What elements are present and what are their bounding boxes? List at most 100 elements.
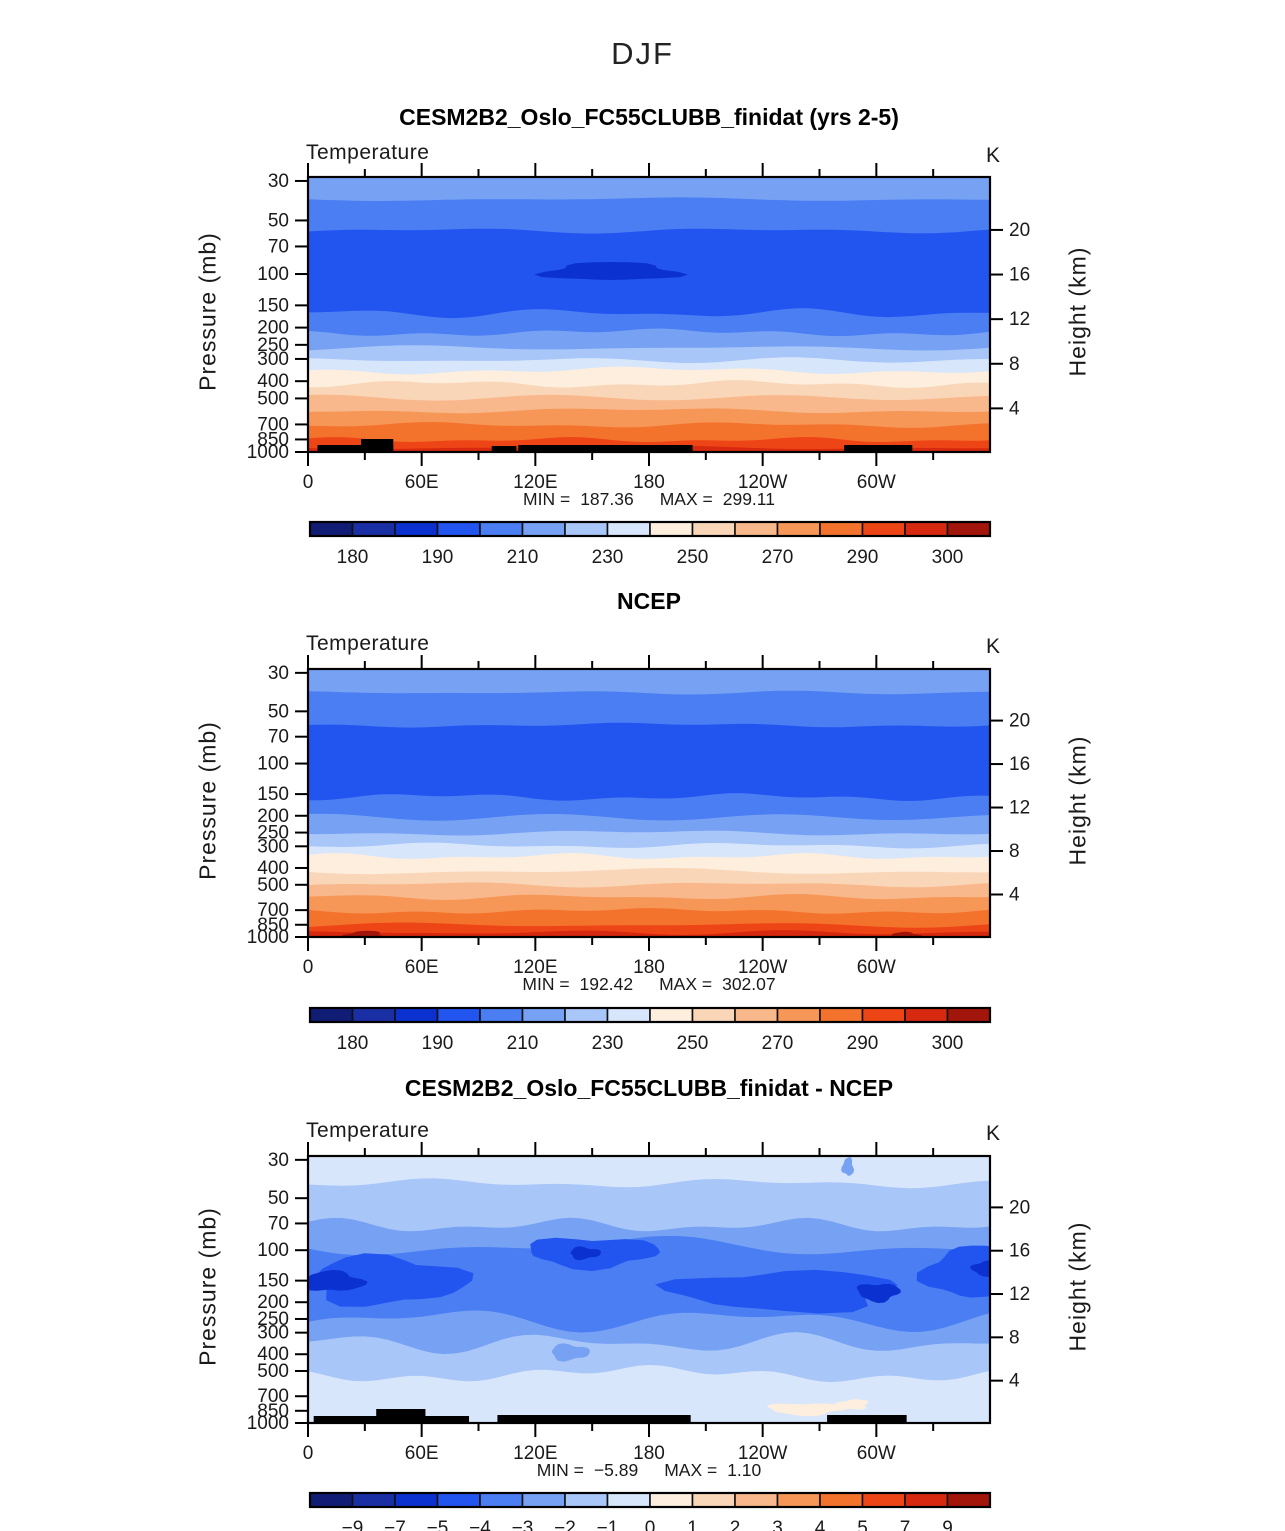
svg-text:150: 150	[257, 784, 289, 805]
topography	[361, 439, 394, 452]
max-label: MAX =	[659, 489, 713, 509]
svg-text:200: 200	[257, 318, 289, 339]
svg-text:60E: 60E	[405, 1443, 439, 1464]
svg-text:16: 16	[1009, 754, 1030, 775]
svg-text:0: 0	[303, 957, 314, 978]
svg-text:16: 16	[1009, 265, 1030, 286]
panel3-minmax: MIN = −5.89 MAX = 1.10	[308, 1460, 990, 1481]
svg-text:8: 8	[1009, 1327, 1020, 1348]
svg-text:400: 400	[257, 858, 289, 879]
svg-text:190: 190	[422, 547, 454, 568]
svg-text:50: 50	[268, 701, 289, 722]
svg-text:400: 400	[257, 371, 289, 392]
svg-text:300: 300	[257, 1323, 289, 1344]
svg-text:60W: 60W	[857, 1443, 896, 1464]
svg-text:8: 8	[1009, 841, 1020, 862]
svg-text:70: 70	[268, 727, 289, 748]
panel2-field-label: Temperature	[306, 632, 430, 655]
panel1-unit-label: K	[985, 144, 1000, 167]
panel3-field-label: Temperature	[306, 1119, 430, 1142]
panel3-unit-label: K	[985, 1122, 1000, 1145]
topography	[317, 445, 394, 452]
svg-text:12: 12	[1009, 1284, 1030, 1305]
svg-text:16: 16	[1009, 1241, 1030, 1262]
contour-field	[308, 669, 990, 937]
svg-text:180: 180	[633, 472, 665, 493]
max-value: 1.10	[727, 1460, 762, 1480]
svg-text:250: 250	[257, 335, 289, 356]
max-label: MAX =	[659, 974, 713, 994]
colorbar-labels: 180 190 210 230 250 270 290 300	[337, 1033, 964, 1054]
svg-text:1000: 1000	[247, 442, 289, 463]
panel1-minmax: MIN = 187.36 MAX = 299.11	[308, 489, 990, 510]
panel-2: 3050701001502002503004005007008501000201…	[247, 655, 1030, 1054]
svg-text:250: 250	[257, 1309, 289, 1330]
colorbar-labels: 180 190 210 230 250 270 290 300	[337, 547, 964, 568]
svg-text:60W: 60W	[857, 957, 896, 978]
svg-text:30: 30	[268, 171, 289, 192]
svg-text:700: 700	[257, 1386, 289, 1407]
svg-text:100: 100	[257, 754, 289, 775]
max-value: 302.07	[722, 974, 776, 994]
svg-text:70: 70	[268, 236, 289, 257]
svg-text:−4: −4	[469, 1518, 491, 1531]
svg-text:−1: −1	[597, 1518, 619, 1531]
svg-text:70: 70	[268, 1213, 289, 1234]
svg-text:12: 12	[1009, 798, 1030, 819]
contour-field	[308, 177, 990, 452]
svg-text:200: 200	[257, 806, 289, 827]
svg-text:250: 250	[677, 1033, 709, 1054]
svg-text:120W: 120W	[738, 957, 788, 978]
svg-text:400: 400	[257, 1344, 289, 1365]
svg-text:500: 500	[257, 388, 289, 409]
svg-text:190: 190	[422, 1033, 454, 1054]
axis-ticks	[295, 1142, 1003, 1437]
svg-text:300: 300	[932, 547, 964, 568]
svg-text:210: 210	[507, 1033, 539, 1054]
svg-text:−5: −5	[427, 1518, 449, 1531]
contour-field	[308, 1156, 990, 1423]
svg-text:4: 4	[1009, 398, 1020, 419]
svg-text:300: 300	[257, 836, 289, 857]
svg-text:60E: 60E	[405, 957, 439, 978]
colorbar-labels: −9 −7 −5 −4 −3 −2 −1 0 1 2 3 4 5 7 9	[342, 1518, 953, 1531]
svg-text:200: 200	[257, 1292, 289, 1313]
svg-text:100: 100	[257, 1240, 289, 1261]
svg-text:850: 850	[257, 429, 289, 450]
svg-text:8: 8	[1009, 354, 1020, 375]
svg-text:100: 100	[257, 264, 289, 285]
svg-text:−9: −9	[342, 1518, 364, 1531]
svg-text:230: 230	[592, 547, 624, 568]
svg-text:150: 150	[257, 295, 289, 316]
min-label: MIN =	[536, 1460, 584, 1480]
svg-text:180: 180	[337, 1033, 369, 1054]
svg-text:3: 3	[772, 1518, 783, 1531]
panel-3: 3050701001502002503004005007008501000201…	[247, 1142, 1030, 1531]
colorbar	[308, 1006, 992, 1024]
svg-text:230: 230	[592, 1033, 624, 1054]
svg-text:50: 50	[268, 1188, 289, 1209]
max-value: 299.11	[722, 489, 775, 509]
axis-ticks	[295, 163, 1003, 466]
svg-text:120E: 120E	[513, 472, 557, 493]
svg-text:20: 20	[1009, 220, 1030, 241]
min-value: 192.42	[579, 974, 634, 994]
svg-text:290: 290	[847, 1033, 879, 1054]
topography	[491, 446, 517, 452]
svg-text:2: 2	[730, 1518, 741, 1531]
panel2-minmax: MIN = 192.42 MAX = 302.07	[308, 974, 990, 995]
panel2-title: NCEP	[617, 588, 681, 614]
svg-text:20: 20	[1009, 1197, 1030, 1218]
svg-text:180: 180	[633, 1443, 665, 1464]
panel3-title: CESM2B2_Oslo_FC55CLUBB_finidat - NCEP	[404, 1075, 894, 1101]
panel1-field-label: Temperature	[306, 141, 430, 164]
svg-text:4: 4	[815, 1518, 826, 1531]
svg-text:0: 0	[645, 1518, 656, 1531]
max-label: MAX =	[664, 1460, 718, 1480]
svg-text:210: 210	[507, 547, 539, 568]
panel-1: 3050701001502002503004005007008501000201…	[247, 163, 1030, 568]
svg-text:1000: 1000	[247, 927, 289, 948]
